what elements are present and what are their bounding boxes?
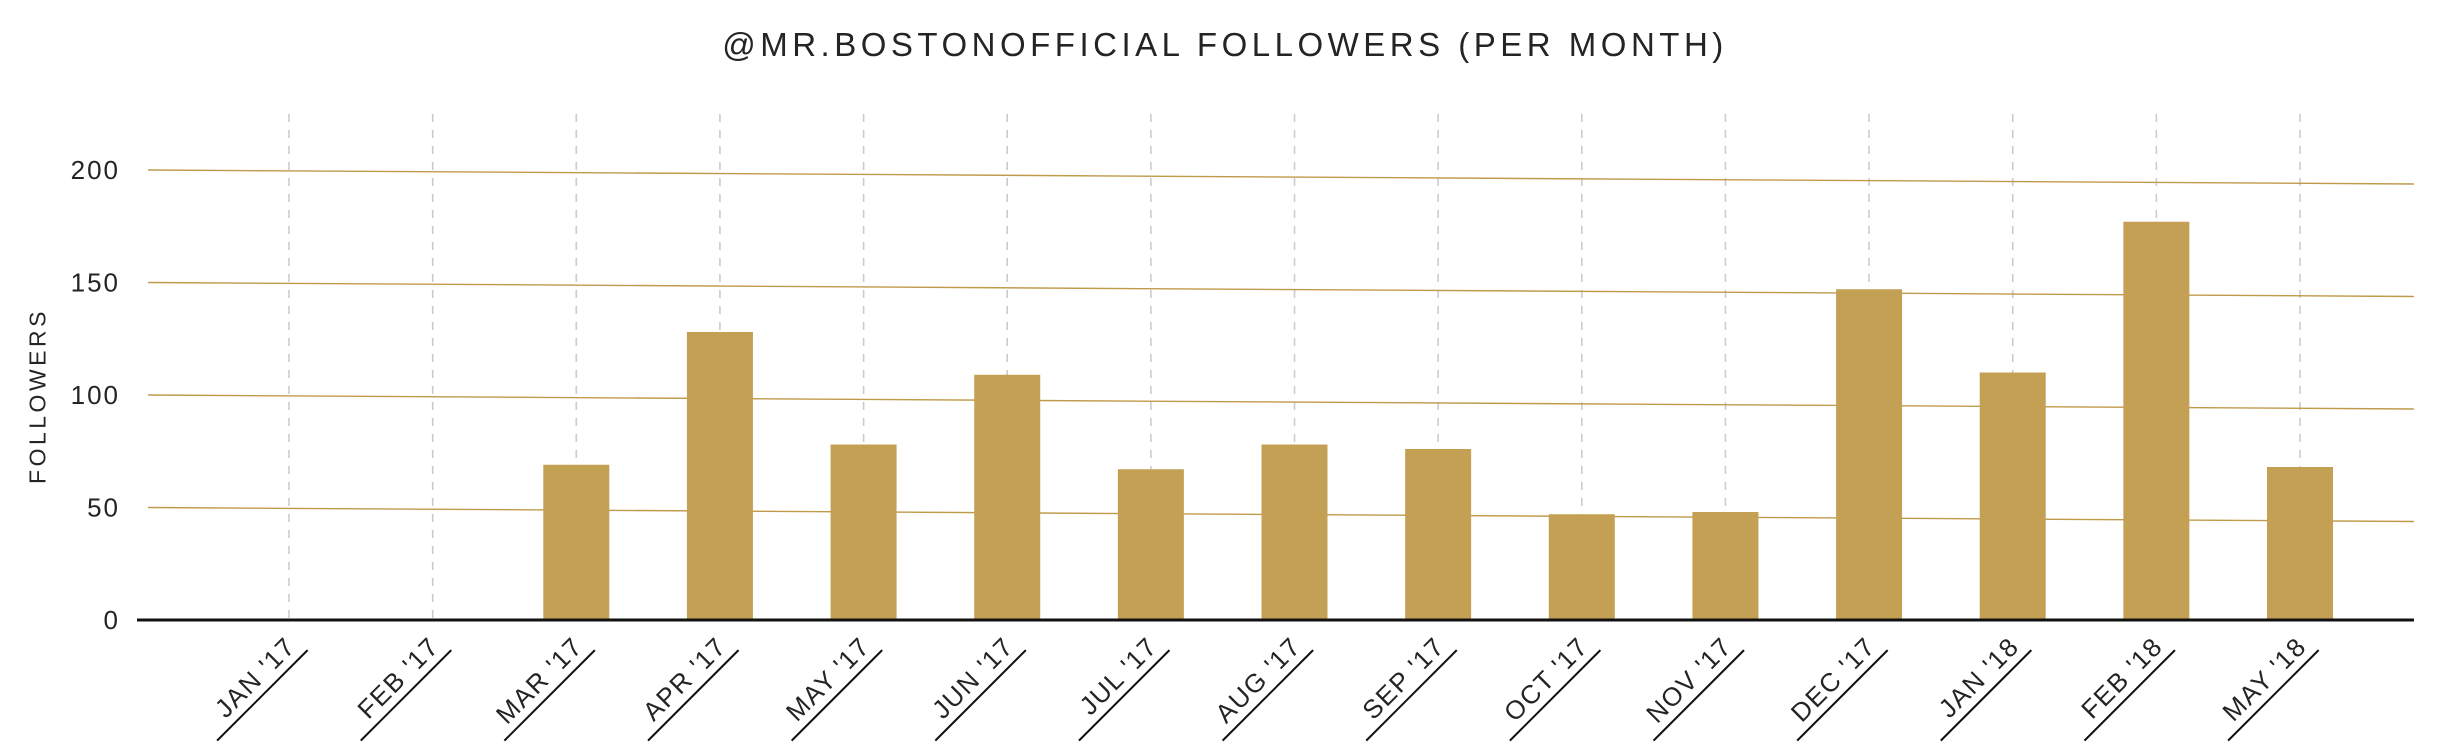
bar [2267, 467, 2333, 620]
x-tick-label: JUN '17 [926, 631, 1019, 724]
x-tick-underline [1509, 649, 1602, 742]
x-tick-label: NOV '17 [1640, 631, 1738, 729]
x-tick-underline [503, 649, 596, 742]
x-tick: APR '17 [637, 631, 740, 742]
x-tick: OCT '17 [1498, 631, 1602, 742]
x-tick: DEC '17 [1785, 631, 1889, 742]
bar [1692, 512, 1759, 620]
bar [1836, 289, 1903, 620]
h-gridline [147, 394, 2415, 410]
bar [2123, 221, 2190, 620]
x-tick: MAR '17 [490, 631, 596, 742]
x-tick-underline [1796, 649, 1889, 742]
x-tick-label: JAN '17 [209, 631, 301, 723]
y-tick-label: 150 [71, 268, 120, 298]
x-tick: JAN '18 [1933, 631, 2033, 742]
y-tick-label: 50 [87, 493, 120, 523]
x-tick-underline [647, 649, 740, 742]
chart-title: @MR.BOSTONOFFICIAL FOLLOWERS (PER MONTH) [722, 26, 1728, 63]
x-tick-underline [1940, 649, 2033, 742]
y-tick-label: 100 [71, 380, 120, 410]
y-tick-label: 0 [104, 605, 120, 635]
x-tick: FEB '18 [2075, 631, 2176, 742]
x-tick-label: MAR '17 [490, 631, 589, 730]
bar [830, 444, 897, 620]
x-tick: MAY '18 [2216, 631, 2320, 742]
bar [1548, 514, 1615, 620]
x-tick-label: JAN '18 [1933, 631, 2025, 723]
bar [1979, 372, 2046, 620]
x-tick-underline [1652, 649, 1745, 742]
x-tick: SEP '17 [1356, 631, 1458, 742]
x-tick-label: DEC '17 [1785, 631, 1882, 728]
x-tick: NOV '17 [1640, 631, 1745, 742]
bar [686, 332, 753, 620]
x-tick-label: SEP '17 [1356, 631, 1450, 725]
x-tick: JUN '17 [926, 631, 1027, 742]
h-gridline [147, 281, 2415, 298]
x-tick-label: FEB '18 [2075, 631, 2168, 724]
x-tick: JAN '17 [209, 631, 309, 742]
x-tick-label: FEB '17 [351, 631, 444, 724]
x-tick-underline [2083, 649, 2176, 742]
x-tick-underline [216, 649, 309, 742]
x-tick-underline [1365, 649, 1458, 742]
x-tick-label: JUL '17 [1073, 631, 1163, 721]
x-tick-underline [1078, 649, 1171, 742]
h-gridline [147, 169, 2415, 185]
bar [543, 464, 610, 620]
x-tick-label: OCT '17 [1498, 631, 1594, 727]
x-tick-label: MAY '18 [2216, 631, 2312, 727]
bar [1405, 449, 1472, 620]
x-tick: MAY '17 [780, 631, 883, 742]
bar [1261, 444, 1328, 620]
x-tick-underline [934, 649, 1027, 742]
x-tick-underline [1221, 649, 1314, 742]
x-tick-underline [2227, 649, 2320, 742]
x-tick-underline [790, 649, 883, 742]
x-tick-underline [360, 649, 452, 742]
x-tick-label: MAY '17 [780, 631, 876, 727]
x-tick-label: APR '17 [637, 631, 733, 727]
bar [974, 374, 1041, 620]
y-tick-label: 200 [71, 155, 120, 185]
bar [1117, 469, 1184, 620]
x-tick: FEB '17 [351, 631, 452, 742]
x-tick: AUG '17 [1209, 631, 1314, 742]
x-tick-label: AUG '17 [1209, 631, 1307, 729]
x-tick: JUL '17 [1073, 631, 1171, 742]
